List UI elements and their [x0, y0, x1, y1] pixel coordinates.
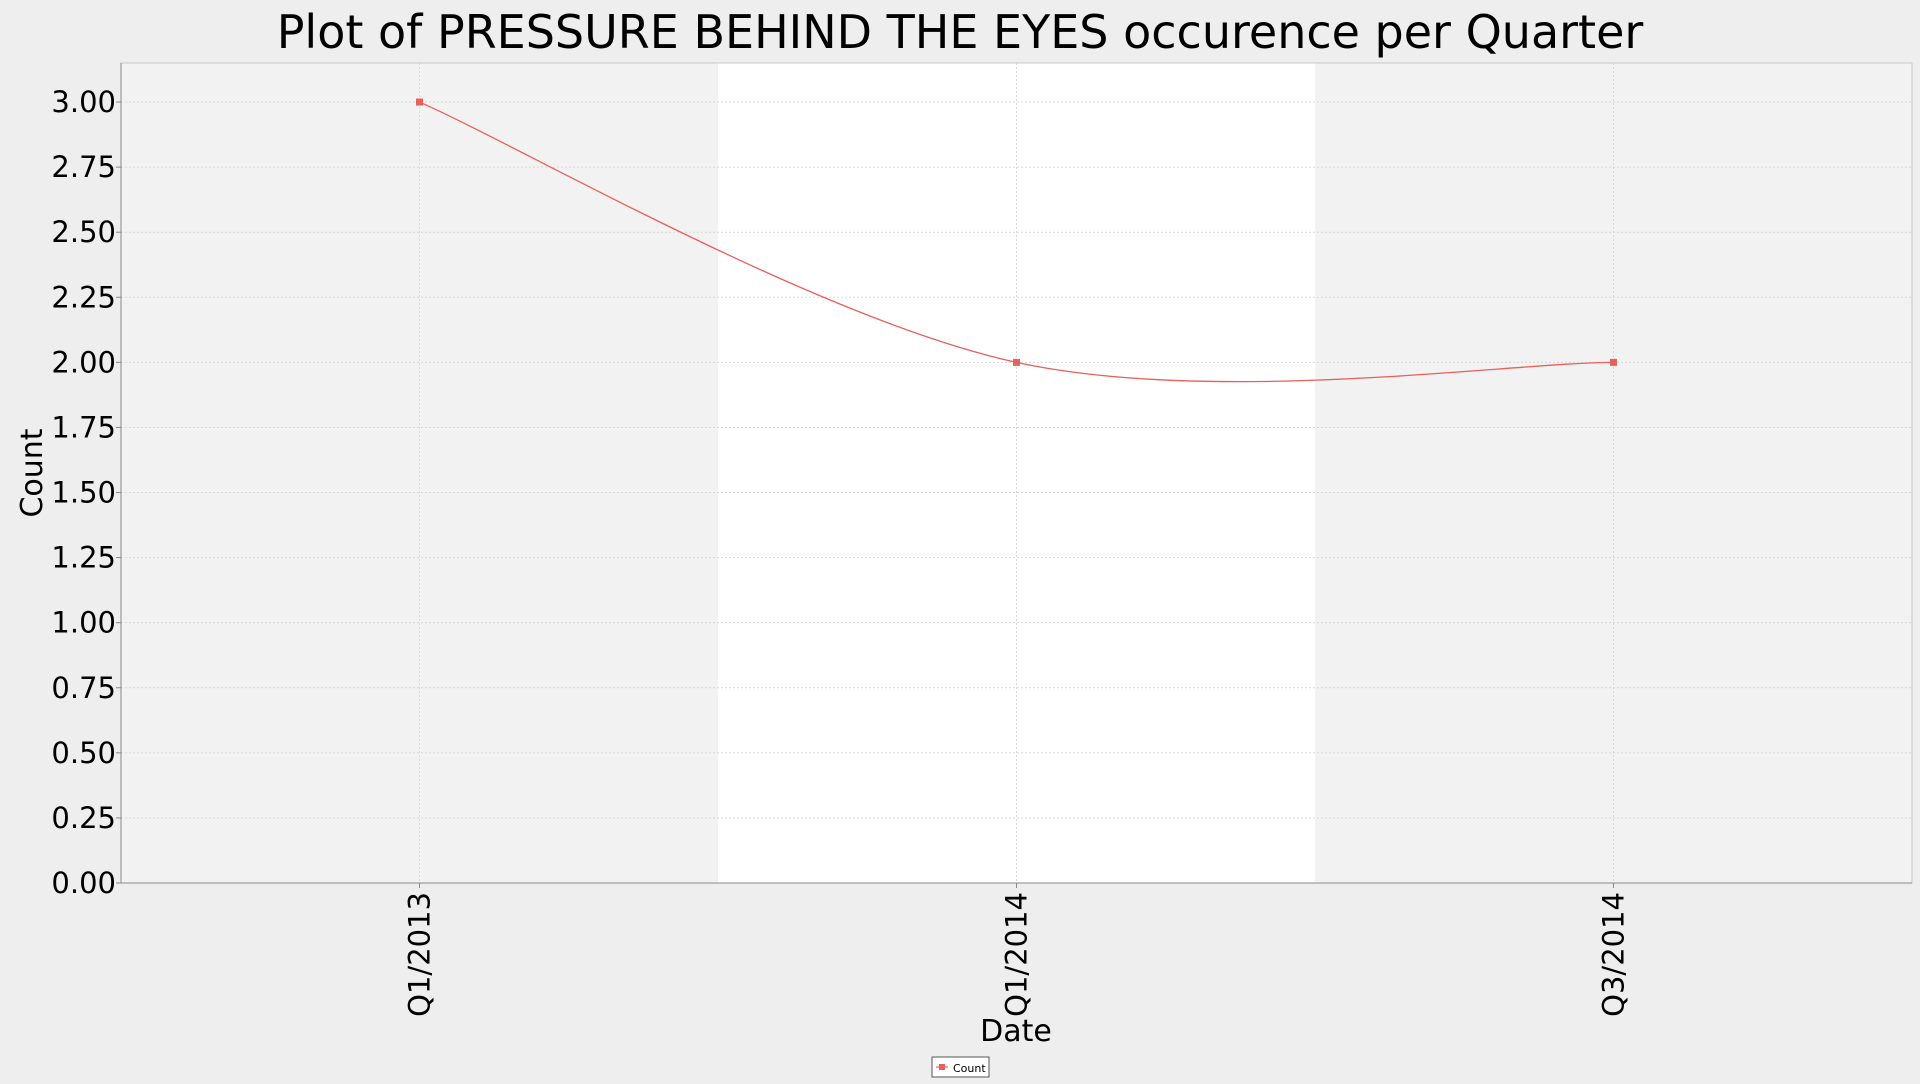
y-tick-label-4: 1.00 — [51, 606, 116, 640]
y-tick-label-8: 2.00 — [51, 345, 116, 379]
y-tick-label-5: 1.25 — [51, 541, 116, 575]
y-axis-title: Count — [15, 428, 50, 517]
x-tick-label-0: Q1/2013 — [403, 892, 437, 1017]
x-tick-label-2: Q3/2014 — [1597, 892, 1631, 1017]
x-tick-label-1: Q1/2014 — [1000, 892, 1034, 1017]
x-axis-title: Date — [980, 1014, 1052, 1049]
y-tick-label-12: 3.00 — [51, 85, 116, 119]
legend-marker — [939, 1064, 945, 1070]
y-tick-label-3: 0.75 — [51, 671, 116, 705]
legend: Count — [932, 1057, 989, 1077]
y-tick-label-0: 0.00 — [51, 866, 116, 900]
data-point-q3-2014 — [1610, 359, 1617, 366]
y-tick-label-9: 2.25 — [51, 280, 116, 314]
data-point-q1-2014 — [1013, 359, 1020, 366]
y-tick-label-2: 0.50 — [51, 736, 116, 770]
y-tick-label-1: 0.25 — [51, 801, 116, 835]
x-tick-labels: Q1/2013 Q1/2014 Q3/2014 — [403, 883, 1631, 1017]
data-point-q1-2013 — [416, 99, 423, 106]
y-tick-label-11: 2.75 — [51, 150, 116, 184]
chart-title: Plot of PRESSURE BEHIND THE EYES occuren… — [277, 5, 1644, 59]
y-tick-label-10: 2.50 — [51, 215, 116, 249]
y-tick-label-7: 1.75 — [51, 410, 116, 444]
y-tick-labels: 0.00 0.25 0.50 0.75 1.00 1.25 1.50 1.75 2.00 2.25… — [51, 85, 121, 900]
legend-label: Count — [953, 1062, 986, 1075]
y-tick-label-6: 1.50 — [51, 476, 116, 510]
